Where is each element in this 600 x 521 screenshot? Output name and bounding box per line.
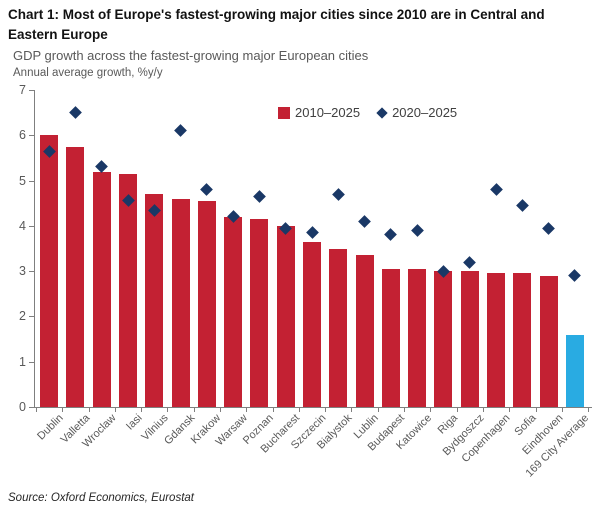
chart-legend: 2010–2025 2020–2025 bbox=[278, 105, 457, 120]
x-axis-tick bbox=[298, 408, 300, 412]
bar-copenhagen bbox=[487, 273, 506, 407]
y-axis-tick bbox=[29, 225, 34, 227]
bar-iasi bbox=[119, 173, 137, 407]
y-tick-label: 0 bbox=[19, 400, 26, 414]
bar-szczecin bbox=[303, 241, 322, 407]
bar-budapest bbox=[381, 268, 400, 407]
x-axis-tick bbox=[141, 408, 143, 412]
legend-bar-swatch bbox=[278, 106, 290, 119]
diamond-marker-krakow bbox=[200, 183, 214, 196]
x-axis-tick bbox=[36, 408, 37, 412]
bar-gdansk bbox=[171, 198, 190, 407]
bar-lublin bbox=[355, 255, 374, 407]
bar-katowice bbox=[408, 268, 427, 407]
y-axis-unit-note: Annual average growth, %y/y bbox=[13, 67, 163, 79]
bar-wroclaw bbox=[92, 171, 111, 407]
diamond-marker-eindhoven bbox=[542, 221, 556, 235]
x-axis-tick bbox=[588, 408, 590, 412]
x-axis-tick bbox=[351, 408, 353, 412]
x-axis-tick bbox=[88, 408, 90, 412]
legend-label-bars: 2010–2025 bbox=[295, 105, 361, 120]
x-axis-tick bbox=[193, 408, 195, 412]
y-tick-label: 4 bbox=[19, 218, 26, 233]
x-axis-tick bbox=[535, 408, 537, 412]
x-axis-tick bbox=[272, 408, 274, 412]
y-axis-tick bbox=[29, 180, 34, 182]
bar-169-city-average bbox=[565, 334, 584, 407]
x-axis-tick bbox=[377, 408, 379, 412]
x-axis-label: Iasi bbox=[123, 412, 145, 433]
diamond-marker-bydgoszcz bbox=[463, 255, 477, 269]
diamond-marker-budapest bbox=[384, 228, 398, 242]
y-axis-tick bbox=[29, 407, 34, 408]
x-axis-tick bbox=[482, 408, 484, 412]
bar-eindhoven bbox=[539, 275, 558, 407]
diamond-marker-katowice bbox=[410, 224, 424, 237]
x-axis-tick bbox=[167, 408, 169, 412]
bar-riga bbox=[434, 271, 453, 407]
chart-title: Chart 1: Most of Europe's fastest-growin… bbox=[8, 7, 545, 42]
x-axis-tick bbox=[325, 408, 327, 412]
bar-poznan bbox=[250, 219, 269, 407]
x-axis-tick bbox=[220, 408, 222, 412]
diamond-marker-169-city-average bbox=[568, 269, 582, 283]
x-axis-tick bbox=[509, 408, 511, 412]
bar-valletta bbox=[66, 146, 85, 407]
bar-dublin bbox=[40, 135, 59, 407]
diamond-marker-gdansk bbox=[174, 124, 187, 138]
bar-bydgoszcz bbox=[460, 271, 479, 407]
legend-diamond-swatch bbox=[376, 106, 388, 119]
legend-label-diamonds: 2020–2025 bbox=[392, 105, 458, 120]
diamond-marker-poznan bbox=[253, 190, 266, 203]
diamond-marker-valletta bbox=[69, 106, 82, 120]
bar-warsaw bbox=[224, 216, 243, 407]
y-tick-label: 5 bbox=[19, 173, 26, 188]
y-tick-label: 7 bbox=[19, 83, 26, 97]
y-axis-tick bbox=[29, 361, 34, 363]
bar-bucharest bbox=[276, 225, 295, 407]
y-tick-label: 2 bbox=[19, 309, 26, 324]
x-axis-tick bbox=[561, 408, 563, 412]
diamond-marker-lublin bbox=[358, 214, 371, 228]
x-axis-tick bbox=[456, 408, 458, 412]
y-axis-tick bbox=[29, 271, 34, 273]
bar-bialystok bbox=[329, 248, 348, 407]
diamond-marker-szczecin bbox=[305, 226, 319, 240]
chart-subtitle: GDP growth across the fastest-growing ma… bbox=[13, 48, 369, 63]
y-axis-line bbox=[34, 90, 35, 407]
y-tick-label: 6 bbox=[19, 128, 26, 143]
bar-vilnius bbox=[145, 194, 164, 407]
diamond-marker-sofia bbox=[515, 199, 529, 212]
bar-sofia bbox=[513, 273, 532, 407]
x-axis-tick bbox=[246, 408, 248, 412]
y-tick-label: 1 bbox=[19, 354, 26, 369]
diamond-marker-copenhagen bbox=[489, 183, 503, 196]
y-tick-label: 3 bbox=[19, 264, 26, 279]
x-axis-tick bbox=[62, 408, 64, 412]
x-axis-tick bbox=[430, 408, 432, 412]
x-axis-tick bbox=[114, 408, 116, 412]
y-axis-tick bbox=[29, 90, 34, 91]
x-axis-tick bbox=[404, 408, 406, 412]
source-text: Source: Oxford Economics, Eurostat bbox=[8, 492, 194, 504]
x-axis-line bbox=[34, 407, 592, 408]
y-axis-tick bbox=[29, 135, 34, 137]
bar-krakow bbox=[197, 200, 216, 407]
diamond-marker-bialystok bbox=[331, 187, 345, 201]
y-axis-tick bbox=[29, 316, 34, 318]
